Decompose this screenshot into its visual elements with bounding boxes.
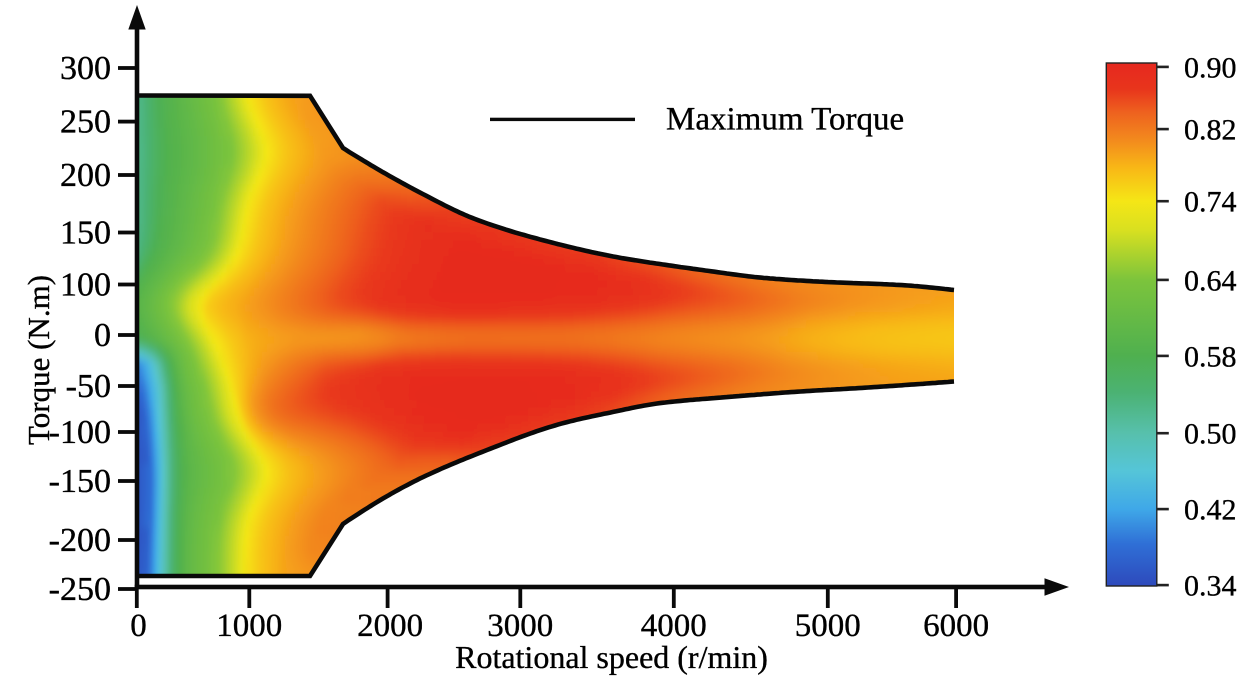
svg-text:0.74: 0.74 [1184,186,1237,219]
svg-text:Rotational speed (r/min): Rotational speed (r/min) [455,639,768,675]
svg-text:150: 150 [60,215,111,252]
svg-text:-50: -50 [66,368,111,405]
svg-text:-150: -150 [49,463,111,500]
svg-text:100: 100 [60,267,111,304]
svg-text:0.58: 0.58 [1184,340,1237,373]
svg-text:1000: 1000 [216,608,282,644]
svg-text:4000: 4000 [641,608,707,644]
svg-text:-250: -250 [49,571,111,608]
svg-text:0.42: 0.42 [1184,494,1237,527]
svg-text:Torque (N.m): Torque (N.m) [21,275,56,445]
svg-text:-200: -200 [49,522,111,559]
svg-text:0: 0 [130,608,147,644]
svg-text:0.64: 0.64 [1184,264,1237,297]
svg-text:0.50: 0.50 [1184,418,1237,451]
svg-text:3000: 3000 [487,608,553,644]
svg-text:2000: 2000 [357,608,423,644]
svg-text:200: 200 [60,157,111,194]
svg-text:250: 250 [60,104,111,141]
svg-text:0.82: 0.82 [1184,114,1237,147]
svg-text:300: 300 [60,50,111,87]
svg-text:Maximum Torque: Maximum Torque [666,102,904,138]
svg-text:0: 0 [94,317,111,354]
svg-text:0.90: 0.90 [1184,51,1237,84]
svg-text:6000: 6000 [923,608,989,644]
svg-text:0.34: 0.34 [1184,570,1237,603]
svg-text:-100: -100 [49,414,111,451]
svg-text:5000: 5000 [795,608,861,644]
